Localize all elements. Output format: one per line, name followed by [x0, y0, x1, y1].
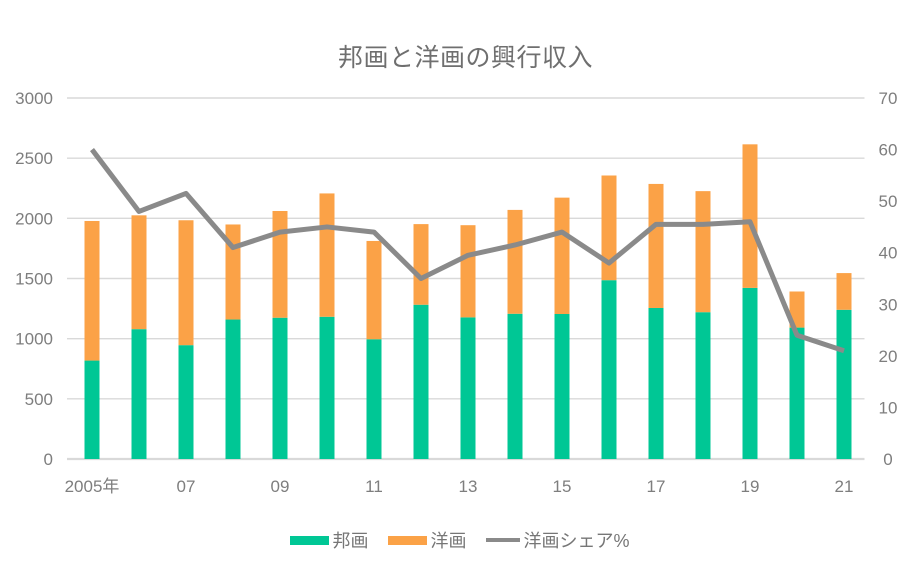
right-axis-tick-label: 20: [879, 347, 898, 366]
line-foreign-share-percent: [90, 148, 845, 354]
bar-2017-japanese-films: [648, 307, 664, 459]
left-axis-tick-label: 2500: [15, 149, 53, 168]
legend-line-swatch-foreign-share: [486, 538, 521, 542]
right-axis-tick-label: 0: [883, 450, 892, 469]
legend-box-swatch-japanese-films: [290, 535, 330, 545]
bar-2008-japanese-films: [225, 319, 241, 459]
bar-2012-japanese-films: [413, 304, 429, 459]
right-axis-tick-label: 10: [879, 398, 898, 417]
bar-2019-japanese-films: [742, 287, 758, 459]
bar-2006-japanese-films: [131, 329, 147, 459]
x-axis-tick-label: 15: [553, 477, 572, 496]
left-axis-tick-label: 500: [25, 390, 53, 409]
bar-2005-foreign-films: [84, 220, 100, 361]
legend-label-foreign-share: 洋画シェア%: [523, 531, 630, 551]
x-axis-tick-label: 07: [177, 477, 196, 496]
bar-2020-foreign-films: [789, 291, 805, 328]
bar-2021-japanese-films: [836, 309, 852, 459]
bar-2017-foreign-films: [648, 183, 664, 308]
bar-2015-japanese-films: [554, 313, 570, 459]
right-axis-tick-label: 50: [879, 192, 898, 211]
bar-2010-foreign-films: [319, 193, 335, 317]
left-axis-tick-label: 1000: [15, 330, 53, 349]
left-axis-tick-label: 3000: [15, 89, 53, 108]
bar-2011-foreign-films: [366, 240, 382, 340]
chart-legend: 邦画 洋画 洋画シェア%: [0, 527, 920, 553]
bar-2016-japanese-films: [601, 280, 617, 459]
right-axis-tick-label: 30: [879, 295, 898, 314]
bar-2007-japanese-films: [178, 345, 194, 459]
bar-2013-japanese-films: [460, 317, 476, 459]
bar-2011-japanese-films: [366, 339, 382, 459]
legend-item-foreign-share: 洋画シェア%: [486, 527, 630, 553]
bar-2014-japanese-films: [507, 313, 523, 459]
legend-box-swatch-foreign-films: [388, 535, 428, 545]
right-axis-tick-label: 40: [879, 244, 898, 263]
bar-2015-foreign-films: [554, 197, 570, 314]
left-axis-tick-label: 1500: [15, 270, 53, 289]
right-axis-tick-label: 60: [879, 141, 898, 160]
bar-2021-foreign-films: [836, 273, 852, 310]
bar-2019-foreign-films: [742, 144, 758, 288]
left-axis-tick-label: 0: [44, 450, 53, 469]
chart-title: 邦画と洋画の興行収入: [337, 44, 593, 72]
right-axis-tick-label: 70: [879, 89, 898, 108]
bar-2009-foreign-films: [272, 210, 288, 318]
bar-2014-foreign-films: [507, 209, 523, 314]
legend-item-foreign-films: 洋画: [388, 527, 466, 553]
legend-item-japanese-films: 邦画: [290, 527, 368, 553]
bar-2007-foreign-films: [178, 220, 194, 346]
bar-2020-japanese-films: [789, 327, 805, 459]
bar-2018-foreign-films: [695, 191, 711, 313]
bar-2016-foreign-films: [601, 175, 617, 281]
bar-2010-japanese-films: [319, 316, 335, 459]
x-axis-tick-label: 2005年: [65, 477, 120, 496]
x-axis-tick-label: 11: [365, 477, 383, 496]
x-axis-tick-label: 09: [271, 477, 290, 496]
bar-2018-japanese-films: [695, 312, 711, 459]
bar-2005-japanese-films: [84, 360, 100, 459]
legend-label-japanese-films: 邦画: [332, 531, 369, 551]
bar-2009-japanese-films: [272, 317, 288, 459]
bar-2006-foreign-films: [131, 215, 147, 330]
x-axis-tick-label: 17: [647, 477, 666, 496]
bar-2012-foreign-films: [413, 224, 429, 305]
bar-2013-foreign-films: [460, 225, 476, 318]
left-axis-tick-label: 2000: [15, 209, 53, 228]
x-axis-tick-label: 19: [741, 477, 760, 496]
legend-label-foreign-films: 洋画: [430, 531, 467, 551]
x-axis-tick-label: 21: [835, 477, 854, 496]
x-axis-tick-label: 13: [459, 477, 478, 496]
